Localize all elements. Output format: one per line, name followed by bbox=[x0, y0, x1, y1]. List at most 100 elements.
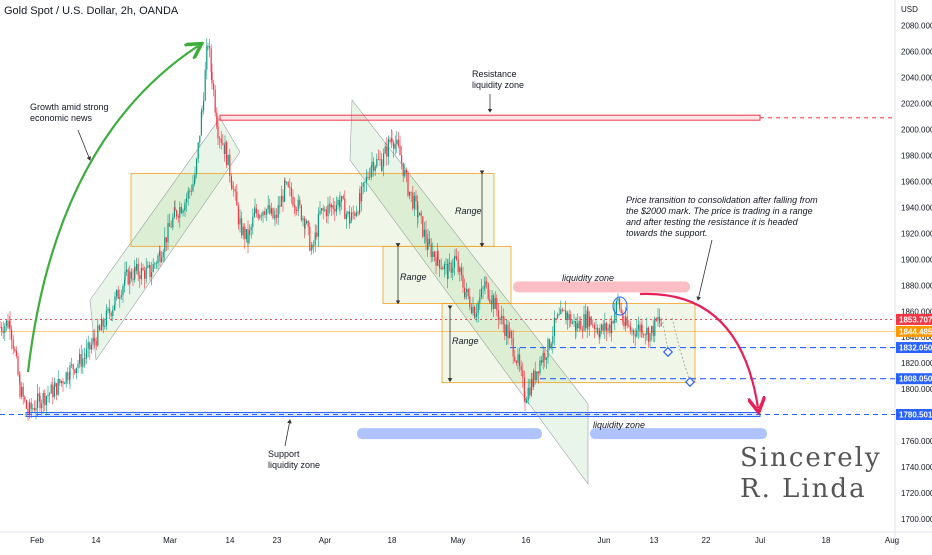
candle-body bbox=[282, 195, 284, 202]
candle bbox=[442, 265, 444, 270]
candle-body bbox=[419, 212, 421, 216]
candle-body bbox=[425, 229, 427, 243]
candle-body bbox=[12, 339, 14, 349]
candle bbox=[277, 195, 279, 226]
candle-body bbox=[84, 357, 86, 359]
candle-body bbox=[422, 216, 424, 237]
support-zone-label: Support liquidity zone bbox=[268, 449, 320, 470]
candle-body bbox=[435, 257, 437, 266]
candle bbox=[62, 377, 64, 392]
candle-body bbox=[563, 310, 565, 312]
candle bbox=[590, 315, 592, 326]
candle bbox=[394, 135, 396, 155]
candle-body bbox=[625, 316, 627, 327]
candle-body bbox=[377, 159, 379, 160]
candle-body bbox=[145, 267, 147, 279]
candle-body bbox=[590, 316, 592, 325]
candle bbox=[622, 310, 624, 326]
candle-body bbox=[639, 324, 641, 332]
candle-body bbox=[384, 146, 386, 154]
candle bbox=[407, 170, 409, 198]
candle-body bbox=[347, 211, 349, 214]
candle bbox=[155, 260, 157, 270]
candle bbox=[515, 360, 517, 366]
candle bbox=[24, 395, 26, 403]
candle-body bbox=[607, 327, 609, 331]
candle-body bbox=[184, 202, 186, 209]
candle bbox=[552, 326, 554, 354]
candle-body bbox=[184, 208, 186, 210]
x-tick-label: 22 bbox=[702, 536, 711, 545]
candle bbox=[187, 186, 189, 206]
candle bbox=[260, 212, 262, 221]
candle bbox=[214, 85, 216, 117]
candle bbox=[227, 154, 229, 166]
candle bbox=[52, 377, 54, 405]
resistance-zone-label: Resistance liquidity zone bbox=[472, 69, 524, 90]
candle bbox=[517, 347, 519, 370]
candle-body bbox=[306, 220, 308, 223]
candle-body bbox=[359, 193, 361, 202]
candle bbox=[565, 310, 567, 325]
candle bbox=[633, 328, 635, 344]
candle bbox=[33, 400, 35, 412]
candle bbox=[558, 307, 560, 316]
candle bbox=[279, 196, 281, 215]
candle-body bbox=[571, 322, 573, 324]
candle-body bbox=[134, 267, 136, 280]
candle-body bbox=[601, 324, 603, 331]
candle bbox=[132, 269, 134, 287]
candle bbox=[437, 249, 439, 267]
candle-body bbox=[97, 325, 99, 346]
candle bbox=[53, 377, 55, 400]
candle-body bbox=[220, 138, 222, 144]
price-tag: 1780.501 bbox=[896, 408, 932, 420]
candle bbox=[269, 198, 271, 216]
candle bbox=[201, 105, 203, 118]
price-tag-bg bbox=[896, 313, 932, 325]
candle-body bbox=[560, 309, 562, 315]
candle bbox=[87, 335, 89, 358]
candle bbox=[432, 242, 434, 262]
y-tick-label: 1980.000 bbox=[901, 151, 932, 160]
candle bbox=[75, 367, 77, 380]
candle-body bbox=[577, 323, 579, 329]
candle-body bbox=[397, 139, 399, 146]
candle-body bbox=[622, 312, 624, 322]
candle bbox=[79, 348, 81, 369]
candle-body bbox=[219, 138, 221, 140]
candle bbox=[456, 248, 458, 261]
candle-body bbox=[489, 298, 491, 303]
candle bbox=[393, 139, 395, 158]
range-box-1 bbox=[130, 173, 495, 247]
candle bbox=[192, 174, 194, 193]
candle bbox=[122, 283, 124, 303]
candle-body bbox=[496, 298, 498, 311]
candle bbox=[412, 185, 414, 211]
candle-body bbox=[402, 162, 404, 177]
candle bbox=[553, 310, 555, 346]
candle-body bbox=[203, 100, 205, 111]
candle bbox=[387, 135, 389, 165]
candle bbox=[523, 370, 525, 402]
candle-body bbox=[474, 316, 476, 318]
candle bbox=[222, 134, 224, 146]
candle-body bbox=[267, 205, 269, 210]
candle-body bbox=[127, 269, 129, 285]
candle-body bbox=[381, 166, 383, 171]
candle-body bbox=[524, 398, 526, 403]
candle-body bbox=[407, 172, 409, 196]
candle bbox=[440, 258, 442, 271]
candle-body bbox=[217, 126, 219, 139]
candle bbox=[319, 200, 321, 216]
candle-body bbox=[279, 205, 281, 207]
candle bbox=[304, 218, 306, 236]
candle bbox=[402, 162, 404, 183]
candle-body bbox=[567, 312, 569, 321]
candle-body bbox=[300, 205, 302, 221]
candle-body bbox=[404, 170, 406, 177]
price-tag-bg bbox=[896, 342, 932, 354]
candle bbox=[511, 329, 513, 346]
